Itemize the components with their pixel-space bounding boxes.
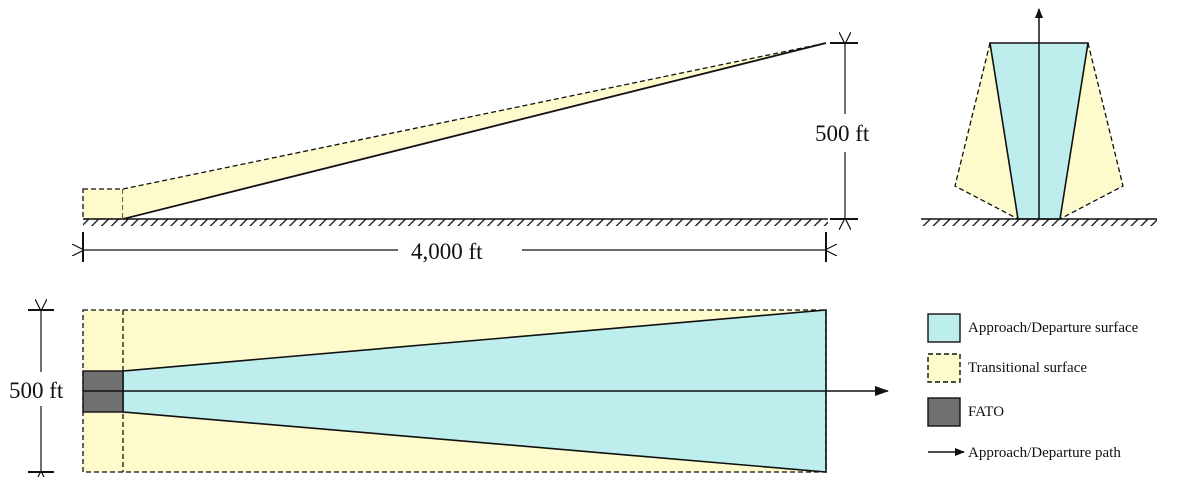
legend-label-path: Approach/Departure path — [968, 445, 1121, 461]
profile-fato-box — [82, 188, 124, 220]
profile-approach-slope — [122, 42, 827, 220]
plan-width-label: 500 ft — [9, 378, 64, 403]
profile-view: 500 ft 4,000 ft — [83, 43, 870, 264]
transitional-surface-swatch — [927, 353, 961, 383]
legend-label-fato: FATO — [968, 404, 1004, 420]
end-transitional-left — [955, 43, 1018, 219]
end-transitional-left-edge — [954, 42, 1019, 220]
plan-view: 500 ft — [9, 310, 889, 472]
fato-swatch — [927, 397, 961, 427]
end-ground-hatch — [921, 219, 1157, 226]
profile-length-label: 4,000 ft — [411, 239, 483, 264]
approach-departure-surface-swatch — [927, 313, 961, 343]
end-transitional-right — [1060, 43, 1123, 219]
profile-height-label: 500 ft — [815, 121, 870, 146]
legend-label-approach-surface: Approach/Departure surface — [968, 320, 1139, 336]
profile-ground-hatch — [83, 219, 828, 226]
end-view — [921, 8, 1157, 226]
legend-label-transitional-surface: Transitional surface — [968, 360, 1087, 376]
end-transitional-right-edge — [1059, 42, 1124, 220]
legend: Approach/Departure surface Transitional … — [927, 313, 1139, 461]
